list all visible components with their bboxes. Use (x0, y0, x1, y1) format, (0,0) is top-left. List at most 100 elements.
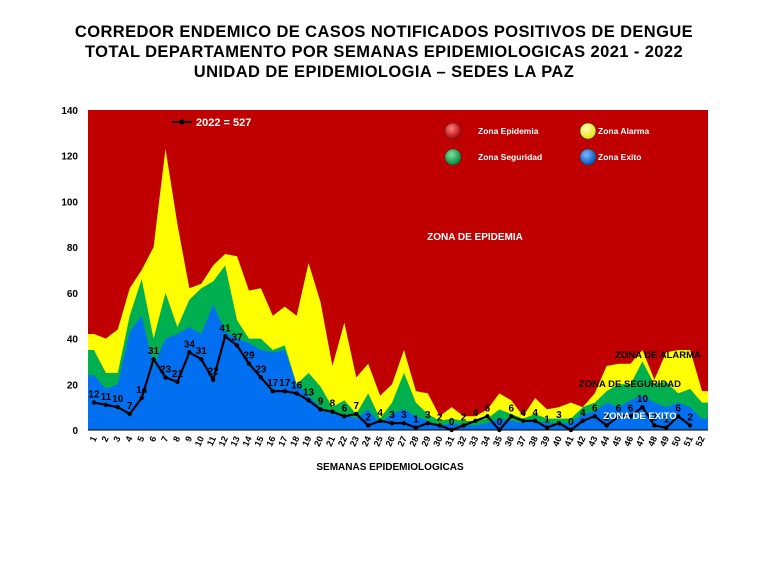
cases-2022-point (306, 398, 311, 403)
cases-2022-value-label: 7 (353, 401, 359, 412)
cases-2022-point (532, 418, 538, 424)
cases-2022-value-label: 14 (136, 385, 148, 396)
cases-2022-value-label: 4 (580, 408, 586, 419)
x-tick-label: 8 (171, 435, 182, 444)
x-tick-label: 44 (598, 435, 611, 448)
x-tick-label: 17 (276, 435, 289, 448)
cases-2022-value-label: 16 (291, 380, 303, 391)
cases-2022-value-label: 2 (687, 412, 693, 423)
y-tick-label: 20 (67, 380, 79, 391)
legend-label: Zona Seguridad (478, 152, 542, 162)
cases-2022-value-label: 21 (172, 369, 184, 380)
cases-2022-point (604, 423, 609, 428)
y-tick-label: 0 (72, 426, 78, 437)
x-tick-label: 33 (467, 435, 480, 448)
cases-2022-value-label: 9 (318, 396, 324, 407)
cases-2022-value-label: 1 (413, 415, 419, 426)
x-tick-label: 30 (431, 435, 444, 448)
x-tick-label: 22 (336, 435, 349, 448)
x-tick-label: 20 (312, 435, 325, 448)
cases-2022-point (246, 361, 252, 366)
x-tick-label: 14 (240, 435, 253, 448)
cases-2022-value-label: 41 (220, 323, 232, 334)
x-tick-label: 11 (205, 435, 218, 448)
cases-2022-value-label: 6 (508, 403, 514, 414)
title-line-1: CORREDOR ENDEMICO DE CASOS NOTIFICADOS P… (74, 23, 694, 41)
cases-2022-value-label: 2 (652, 412, 658, 423)
cases-2022-point (234, 343, 240, 348)
cases-2022-point (222, 334, 228, 339)
cases-2022-point (640, 404, 645, 410)
cases-2022-value-label: 11 (101, 392, 112, 403)
cases-2022-point (330, 409, 335, 414)
cases-2022-point (175, 379, 180, 385)
cases-2022-value-label: 10 (637, 394, 649, 405)
cases-2022-value-label: 4 (532, 408, 538, 419)
x-tick-label: 26 (384, 435, 397, 448)
y-tick-label: 60 (67, 289, 79, 300)
x-tick-label: 45 (610, 435, 623, 448)
x-tick-label: 46 (622, 435, 635, 448)
cases-2022-value-label: 1 (544, 415, 550, 426)
cases-2022-point (282, 388, 287, 394)
cases-2022-point (592, 414, 597, 419)
annotation-zona-alarma: ZONA DE ALARMA (615, 350, 701, 361)
cases-2022-value-label: 10 (112, 394, 124, 405)
cases-2022-value-label: 3 (556, 410, 562, 421)
cases-2022-point (163, 375, 168, 380)
x-tick-label: 21 (324, 435, 337, 448)
x-tick-label: 40 (550, 435, 563, 448)
cases-2022-value-label: 1 (663, 415, 669, 426)
x-axis-label: SEMANAS EPIDEMIOLOGICAS (316, 462, 464, 473)
cases-2022-value-label: 2 (365, 412, 371, 423)
cases-2022-point (210, 377, 216, 382)
cases-2022-point (520, 418, 526, 424)
cases-2022-point (425, 420, 431, 426)
y-tick-label: 100 (61, 197, 78, 208)
y-tick-label: 140 (61, 106, 78, 117)
x-tick-label: 31 (443, 435, 456, 448)
cases-2022-value-label: 6 (675, 403, 681, 414)
x-tick-label: 3 (111, 435, 122, 444)
title-line-2: TOTAL DEPARTAMENTO POR SEMANAS EPIDEMIOL… (84, 43, 684, 61)
cases-2022-point (270, 388, 276, 394)
cases-2022-value-label: 6 (592, 403, 598, 414)
y-tick-label: 120 (61, 152, 78, 163)
title-line-3: UNIDAD DE EPIDEMIOLOGIA – SEDES LA PAZ (193, 63, 575, 81)
x-tick-label: 38 (527, 435, 540, 448)
cases-2022-value-label: 7 (127, 401, 133, 412)
cases-2022-value-label: 12 (88, 390, 100, 401)
cases-2022-value-label: 4 (377, 408, 383, 419)
x-tick-label: 47 (634, 435, 647, 448)
x-tick-label: 48 (646, 435, 659, 448)
legend-label: Zona Alarma (598, 126, 649, 136)
x-tick-label: 1 (88, 435, 99, 444)
cases-2022-point (258, 375, 264, 380)
cases-2022-value-label: 2 (604, 412, 610, 423)
cases-2022-value-label: 13 (303, 387, 315, 398)
legend-swatch-zona-seguridad (444, 148, 462, 166)
x-tick-label: 52 (694, 435, 707, 448)
x-tick-label: 37 (515, 435, 528, 448)
x-tick-label: 2 (100, 435, 111, 444)
cases-2022-value-label: 3 (389, 410, 395, 421)
cases-2022-point (437, 423, 442, 428)
cases-2022-point (485, 414, 490, 419)
x-tick-label: 49 (658, 435, 671, 448)
cases-2022-point (342, 414, 347, 419)
x-tick-label: 43 (586, 435, 599, 448)
cases-2022-value-label: 23 (255, 364, 267, 375)
x-tick-label: 24 (360, 435, 373, 448)
x-tick-label: 6 (147, 435, 158, 444)
cases-2022-point (556, 420, 562, 426)
cases-2022-value-label: 37 (231, 332, 243, 343)
legend-label: Zona Exito (598, 152, 641, 162)
x-tick-label: 29 (419, 435, 432, 448)
cases-2022-point (413, 425, 419, 430)
x-tick-label: 13 (229, 435, 242, 448)
cases-2022-value-label: 0 (497, 417, 503, 428)
line-legend-label: 2022 = 527 (196, 117, 251, 129)
x-tick-label: 18 (288, 435, 301, 448)
cases-2022-point (187, 350, 192, 355)
